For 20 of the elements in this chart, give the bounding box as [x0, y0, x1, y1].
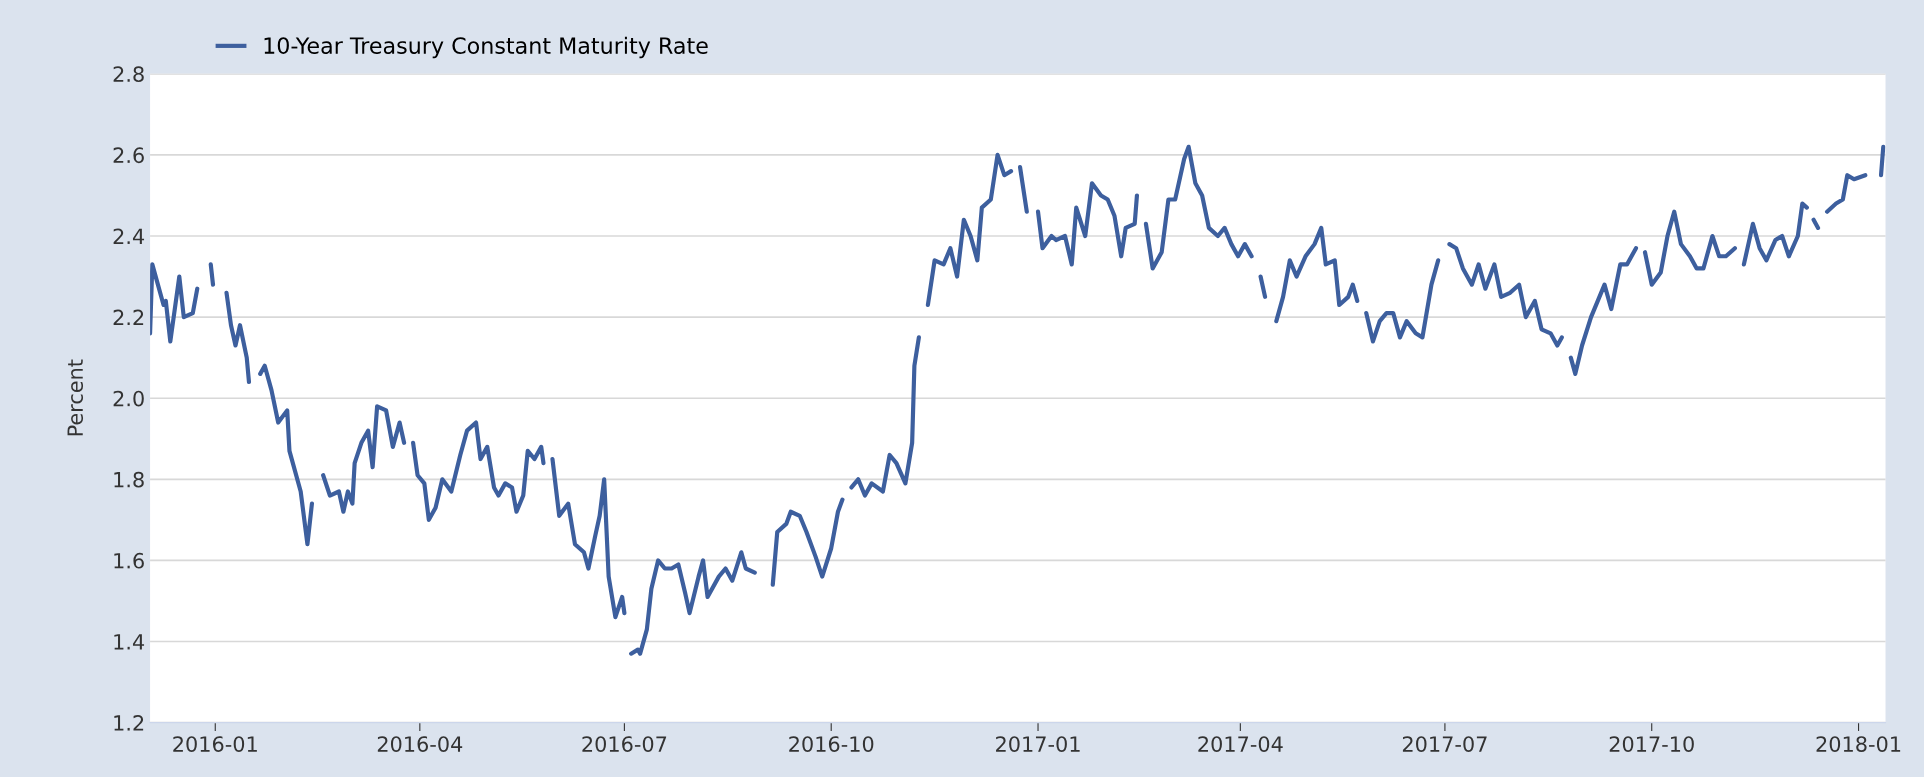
x-tick-label: 2017-10 — [1609, 736, 1694, 752]
y-tick-label: 2.0 — [113, 390, 144, 407]
y-axis-title: Percent — [67, 359, 84, 436]
y-tick-label: 2.2 — [113, 309, 144, 326]
x-tick-label: 2018-01 — [1816, 736, 1901, 752]
y-tick-label: 2.8 — [113, 66, 144, 83]
x-tick-label: 2016-04 — [377, 736, 463, 752]
x-tick-label: 2017-07 — [1402, 736, 1487, 752]
x-tick-label: 2016-10 — [789, 736, 874, 752]
legend-label: 10-Year Treasury Constant Maturity Rate — [264, 36, 708, 59]
x-tick-label: 2017-04 — [1198, 736, 1283, 752]
y-tick-label: 1.6 — [114, 552, 144, 569]
x-tick-label: 2016-01 — [173, 736, 257, 752]
x-tick-label: 2017-01 — [996, 736, 1080, 752]
y-tick-label: 1.2 — [114, 715, 144, 731]
y-tick-label: 1.4 — [114, 634, 145, 650]
x-tick-label: 2016-07 — [582, 736, 667, 752]
y-tick-label: 1.8 — [114, 471, 144, 488]
y-tick-label: 2.4 — [113, 228, 145, 244]
y-tick-label: 2.6 — [113, 147, 144, 164]
